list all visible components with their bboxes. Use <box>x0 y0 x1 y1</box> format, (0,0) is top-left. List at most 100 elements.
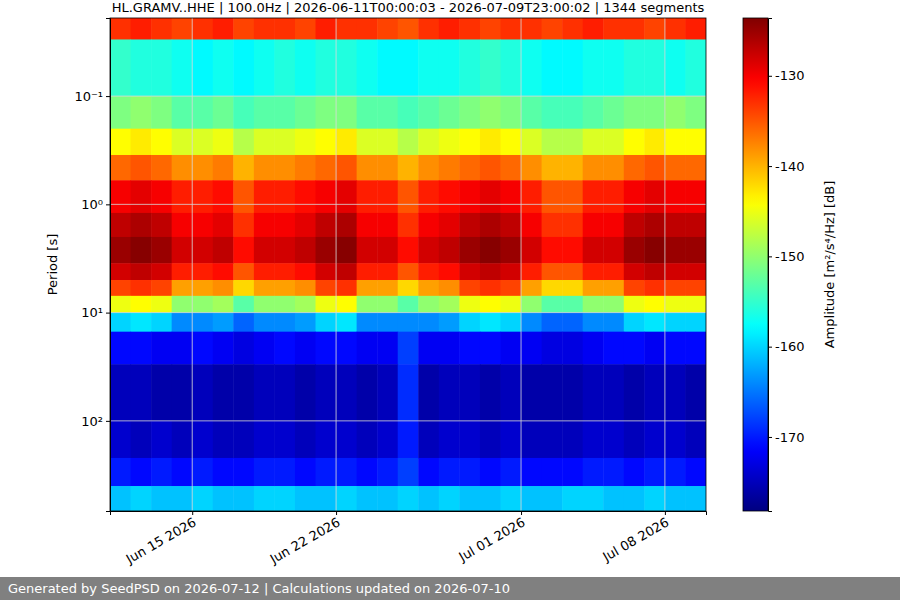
cell <box>644 364 665 421</box>
cell <box>480 332 501 365</box>
y-tick: 10¹ <box>81 305 110 320</box>
cell <box>131 486 152 511</box>
cell <box>316 486 337 511</box>
cell <box>624 458 645 487</box>
cell <box>480 213 501 238</box>
cell <box>316 313 337 333</box>
colorbar-axis: -170-160-150-140-130 <box>768 19 805 512</box>
cell <box>480 486 501 511</box>
cell <box>583 280 604 296</box>
cell <box>644 39 665 96</box>
y-tick: 10⁰ <box>81 197 110 212</box>
cell <box>583 332 604 365</box>
cell <box>213 296 234 313</box>
x-tick-mark <box>665 511 666 515</box>
cell <box>131 296 152 313</box>
cell <box>603 280 624 296</box>
cell <box>398 96 419 129</box>
cell <box>254 129 275 156</box>
cell <box>377 280 398 296</box>
cell <box>151 486 172 511</box>
colorbar-tick: -160 <box>768 339 805 354</box>
cell <box>357 213 378 238</box>
cell <box>500 296 521 313</box>
cell <box>685 263 706 280</box>
cell <box>685 313 706 333</box>
cell <box>665 296 686 313</box>
cell <box>357 129 378 156</box>
cell <box>213 486 234 511</box>
y-tick: 10⁻¹ <box>74 89 110 104</box>
cell <box>480 280 501 296</box>
cell <box>500 18 521 40</box>
cell <box>459 296 480 313</box>
cell <box>110 237 131 264</box>
cell <box>583 313 604 333</box>
cell <box>274 458 295 487</box>
y-tick-label: 10² <box>81 414 103 429</box>
cell <box>542 237 563 264</box>
cell <box>665 18 686 40</box>
cell <box>316 296 337 313</box>
cell <box>274 421 295 459</box>
cell <box>213 213 234 238</box>
cell <box>500 486 521 511</box>
cell <box>644 263 665 280</box>
cell <box>562 213 583 238</box>
cell <box>274 263 295 280</box>
cell <box>418 458 439 487</box>
cell <box>665 313 686 333</box>
cell <box>295 213 316 238</box>
cell <box>624 280 645 296</box>
title: HL.GRAMV..HHE | 100.0Hz | 2026-06-11T00:… <box>112 0 705 15</box>
cell <box>583 39 604 96</box>
cell <box>336 313 357 333</box>
x-axis-line <box>111 512 707 516</box>
cell <box>562 237 583 264</box>
cell <box>233 96 254 129</box>
cell <box>685 96 706 129</box>
cell <box>213 18 234 40</box>
cell <box>377 96 398 129</box>
cell <box>418 421 439 459</box>
cell <box>459 421 480 459</box>
cell <box>316 39 337 96</box>
cell <box>274 129 295 156</box>
cell <box>233 18 254 40</box>
colorbar-tick-mark <box>768 437 772 438</box>
cell <box>480 155 501 181</box>
cell <box>316 96 337 129</box>
cell <box>192 296 213 313</box>
cell <box>521 39 542 96</box>
cell <box>336 296 357 313</box>
cell <box>603 18 624 40</box>
y-axis-line <box>106 19 111 512</box>
cell <box>624 39 645 96</box>
grid-line-y <box>110 96 706 97</box>
cell <box>685 155 706 181</box>
cell <box>233 486 254 511</box>
cell <box>665 263 686 280</box>
cell <box>603 155 624 181</box>
cell <box>316 180 337 213</box>
cell <box>233 213 254 238</box>
cell <box>459 39 480 96</box>
cell <box>603 96 624 129</box>
cell <box>542 263 563 280</box>
cell <box>521 180 542 213</box>
cell <box>192 263 213 280</box>
chart-root: Jun 15 2026Jun 22 2026Jul 01 2026Jul 08 … <box>0 0 900 600</box>
cell <box>603 364 624 421</box>
cell <box>316 364 337 421</box>
cell <box>418 180 439 213</box>
cell <box>357 364 378 421</box>
cell <box>459 486 480 511</box>
cell <box>213 237 234 264</box>
cell <box>357 296 378 313</box>
cell <box>459 180 480 213</box>
cell <box>583 296 604 313</box>
cell <box>151 213 172 238</box>
cell <box>644 180 665 213</box>
y-tick: 10² <box>81 414 110 429</box>
cell <box>398 263 419 280</box>
